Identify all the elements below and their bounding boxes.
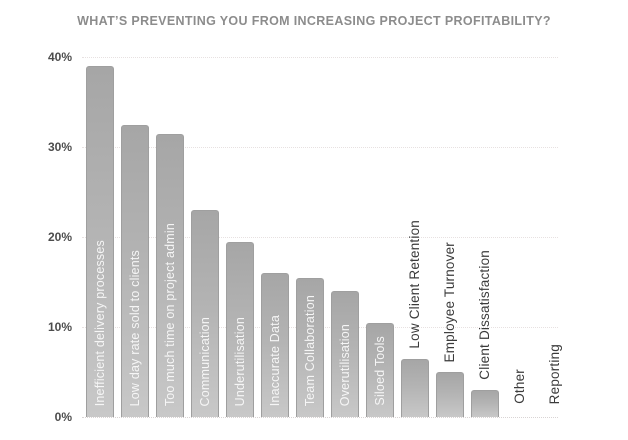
bar-cell: Low day rate sold to clients: [117, 57, 152, 417]
bar-cell: Underutilisation: [222, 57, 257, 417]
bar: Team Collaboration: [295, 277, 324, 417]
bar-label: Inefficient delivery processes: [92, 239, 107, 406]
bar: Inaccurate Data: [260, 273, 289, 417]
chart-title: WHAT’S PREVENTING YOU FROM INCREASING PR…: [77, 14, 551, 28]
bar: [400, 358, 429, 417]
x-axis-baseline: [82, 417, 558, 418]
bar-label: Client Dissatisfaction: [477, 250, 492, 380]
bar-cell: Too much time on project admin: [152, 57, 187, 417]
bar-cell: Employee Turnover: [432, 57, 467, 417]
bar-label: Siloed Tools: [372, 336, 387, 406]
bar: Inefficient delivery processes: [85, 66, 114, 417]
gridline: [82, 147, 558, 148]
gridline: [82, 237, 558, 238]
y-axis-tick-label: 10%: [47, 320, 72, 334]
y-axis-tick-label: 30%: [47, 140, 72, 154]
bar-cell: Overutilisation: [327, 57, 362, 417]
y-axis-tick-label: 20%: [47, 230, 72, 244]
bar-label: Employee Turnover: [442, 241, 457, 362]
bar-cell: Inefficient delivery processes: [82, 57, 117, 417]
plot-area: Inefficient delivery processes Low day ra…: [82, 57, 574, 417]
bar: Siloed Tools: [365, 322, 394, 417]
bar: Low day rate sold to clients: [120, 124, 149, 417]
bar-label: Reporting: [547, 343, 562, 404]
bar-cell: Siloed Tools: [362, 57, 397, 417]
bar-label: Overutilisation: [337, 323, 352, 406]
bar-label: Communication: [197, 316, 212, 406]
bar: [435, 372, 464, 417]
bar: [470, 390, 499, 417]
bar-label: Other: [512, 369, 527, 404]
bar-cell: Other: [502, 57, 537, 417]
bar-label: Low Client Retention: [407, 219, 422, 349]
bar-cell: Low Client Retention: [397, 57, 432, 417]
bar-cell: Inaccurate Data: [257, 57, 292, 417]
y-axis-tick-label: 0%: [54, 410, 72, 424]
y-axis-tick-label: 40%: [47, 50, 72, 64]
bar-label: Low day rate sold to clients: [127, 249, 142, 406]
bar-label: Underutilisation: [232, 316, 247, 406]
bar-cell: Client Dissatisfaction: [467, 57, 502, 417]
bar-label: Team Collaboration: [302, 294, 317, 406]
bar-cell: Communication: [187, 57, 222, 417]
bar-label: Too much time on project admin: [162, 222, 177, 406]
bar: Underutilisation: [225, 241, 254, 417]
bar-cell: Reporting: [537, 57, 572, 417]
bar-cell: Team Collaboration: [292, 57, 327, 417]
bar: Overutilisation: [330, 291, 359, 417]
bar-label: Inaccurate Data: [267, 314, 282, 406]
bar: Too much time on project admin: [155, 133, 184, 417]
bar: Communication: [190, 210, 219, 417]
gridline: [82, 57, 558, 58]
